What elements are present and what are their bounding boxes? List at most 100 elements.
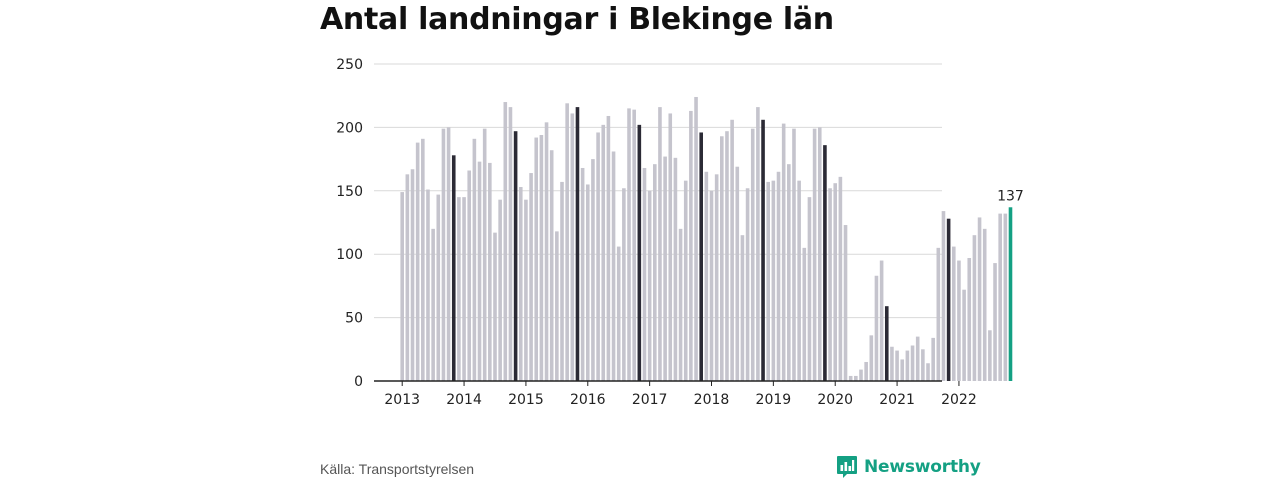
x-axis-ticks: 2013 2014 2015 2016 2017 2018 2019 2020 2021 2022 [384,381,976,408]
bar [638,125,642,381]
bar [519,187,523,381]
bar [823,145,827,381]
bars [400,97,1012,381]
bar [751,129,755,381]
bar [493,233,497,381]
y-tick-label: 250 [336,57,363,73]
bar [952,247,956,381]
bar [1009,207,1013,381]
bar [400,192,404,381]
bar [849,376,853,381]
bar [967,258,971,381]
bar [658,107,662,381]
y-tick-label: 150 [336,184,363,200]
bar [462,197,466,381]
latest-value-label: 137 [997,188,1024,204]
bar [674,158,678,381]
bar [534,138,538,381]
bar [777,172,781,381]
bar [833,183,837,381]
bar [931,338,935,381]
bar [416,143,420,381]
bar [581,168,585,381]
bar [694,97,698,381]
bar [962,290,966,381]
bar [895,351,899,381]
bar [839,177,843,381]
bar [710,191,714,381]
bar [937,248,941,381]
bar [653,164,657,381]
bar [802,248,806,381]
bar [545,122,549,381]
bar [555,231,559,381]
bar [560,182,564,381]
bar [426,190,430,381]
bar [411,169,415,381]
bar [993,263,997,381]
bar [442,129,446,381]
bar [514,131,518,381]
bar [447,127,451,381]
bar [921,349,925,381]
bar [457,197,461,381]
bar [684,181,688,381]
bar [699,132,703,381]
bar [864,362,868,381]
bar [808,197,812,381]
x-tick-label: 2013 [384,392,420,408]
bar [875,276,879,381]
bar [1004,214,1008,381]
bar [504,102,508,381]
x-tick-label: 2016 [570,392,606,408]
bar [643,168,647,381]
y-axis-ticks: 050100150200250 [336,57,363,390]
x-tick-label: 2014 [446,392,482,408]
bar [715,174,719,381]
bar [550,150,554,381]
bar [890,347,894,381]
bar [756,107,760,381]
bar [622,188,626,381]
bar [473,139,477,381]
brand-logo: Newsworthy [836,455,981,479]
bar [988,330,992,381]
bar [797,181,801,381]
bar [870,335,874,381]
bar [436,195,440,381]
bar [663,157,667,381]
bar [601,125,605,381]
bar [679,229,683,381]
bar [705,172,709,381]
bar [478,162,482,381]
bar [612,151,616,381]
bar [421,139,425,381]
bar-chart: 050100150200250 2013 2014 2015 2016 2017 2018… [0,0,1280,480]
bar [746,188,750,381]
y-tick-label: 50 [345,311,363,327]
bar [942,211,946,381]
bar [524,200,528,381]
bar [900,359,904,381]
bar [983,229,987,381]
bar [668,113,672,381]
bar [828,188,832,381]
x-tick-label: 2017 [632,392,668,408]
bar [720,136,724,381]
bar [957,261,961,381]
bar [540,135,544,381]
x-tick-label: 2018 [694,392,730,408]
bar [947,219,951,381]
y-tick-label: 200 [336,120,363,136]
bar [906,351,910,381]
bar [973,235,977,381]
x-tick-label: 2022 [941,392,977,408]
bar [859,370,863,381]
bar [483,129,487,381]
bar [431,229,435,381]
bar [627,108,631,381]
bar [880,261,884,381]
bar [725,131,729,381]
newsworthy-chart-logo-icon [836,455,858,479]
bar [591,159,595,381]
